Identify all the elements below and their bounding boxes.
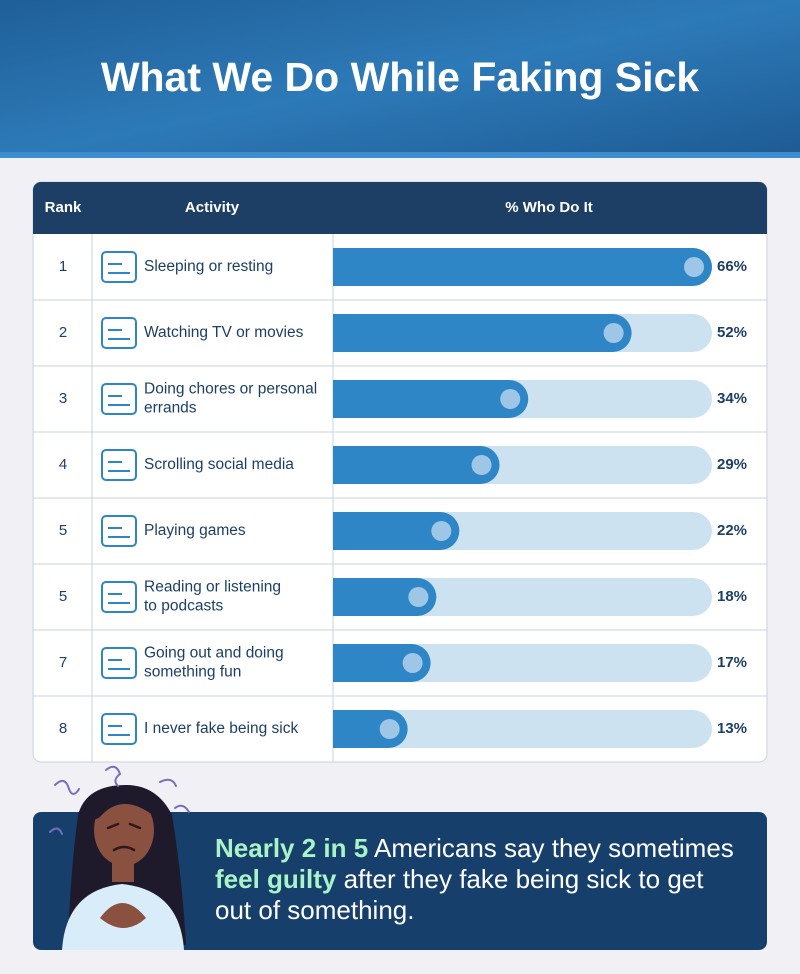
activity: something fun <box>144 664 241 681</box>
activity: Going out and doing <box>144 645 284 662</box>
rank: 2 <box>59 324 67 341</box>
table-header <box>33 182 767 234</box>
bar <box>333 446 500 484</box>
illustration <box>49 765 190 950</box>
title: What We Do While Faking Sick <box>101 54 700 100</box>
bar <box>333 578 437 616</box>
header-activity: Activity <box>185 199 240 216</box>
activity-icon-detail <box>108 725 130 736</box>
rank: 5 <box>59 522 67 539</box>
callout-box <box>33 812 767 950</box>
activity-icon-detail <box>108 593 130 604</box>
activity-icon-detail <box>108 659 130 670</box>
value-label: 66% <box>717 258 747 275</box>
activity: Sleeping or resting <box>144 258 273 275</box>
activity: Watching TV or movies <box>144 324 304 341</box>
activity: to podcasts <box>144 598 224 615</box>
rank: 7 <box>59 654 67 671</box>
activity-icon <box>101 515 137 547</box>
activity: Playing games <box>144 522 246 539</box>
activity-icon <box>101 449 137 481</box>
activity-icon <box>101 251 137 283</box>
activity: Doing chores or personal <box>144 381 317 398</box>
bar-knob <box>408 587 429 607</box>
activity-icon <box>101 647 137 679</box>
activity-icon <box>101 713 137 745</box>
value-label: 34% <box>717 390 747 407</box>
rank: 1 <box>59 258 67 275</box>
activity-icon <box>101 317 137 349</box>
bar-knob <box>603 323 624 343</box>
bar-knob <box>500 389 521 409</box>
header-rank: Rank <box>45 199 82 216</box>
callout-highlight: feel guilty <box>215 864 337 894</box>
activity: Scrolling social media <box>144 456 294 473</box>
activity-icon-detail <box>108 395 130 406</box>
value-label: 13% <box>717 720 747 737</box>
activity: errands <box>144 400 197 417</box>
bar <box>333 512 460 550</box>
value-label: 29% <box>717 456 747 473</box>
activity-icon <box>101 581 137 613</box>
activity-icon <box>101 383 137 415</box>
rank: 5 <box>59 588 67 605</box>
bar-knob <box>431 521 452 541</box>
activity-icon-detail <box>108 527 130 538</box>
header-band <box>0 0 800 158</box>
callout-part: Americans say they sometimes <box>368 833 734 863</box>
value-label: 52% <box>717 324 747 341</box>
bar-knob <box>684 257 704 277</box>
value-label: 18% <box>717 588 747 605</box>
activity: Reading or listening <box>144 579 281 596</box>
callout-part: out of something. <box>215 895 414 925</box>
rank: 4 <box>59 456 67 473</box>
bar <box>333 248 712 286</box>
bar-knob <box>402 653 423 673</box>
activity-icon-detail <box>108 263 130 274</box>
activity: I never fake being sick <box>144 720 298 737</box>
bar-knob <box>471 455 492 475</box>
rows: 1 Sleeping or resting 66% 2 Watching TV or m… <box>33 234 767 762</box>
bar-track <box>333 710 712 748</box>
rank: 8 <box>59 720 67 737</box>
header-edge <box>0 152 800 158</box>
callout-text: Nearly 2 in 5 Americans say they sometim… <box>215 833 734 925</box>
callout-highlight: Nearly 2 in 5 <box>215 833 368 863</box>
bar <box>333 380 529 418</box>
value-label: 22% <box>717 522 747 539</box>
rank: 3 <box>59 390 67 407</box>
bar-knob <box>379 719 400 739</box>
callout-part: after they fake being sick to get <box>336 864 704 894</box>
activity-icon-detail <box>108 461 130 472</box>
bar <box>333 314 632 352</box>
activity-icon-detail <box>108 329 130 340</box>
header-value: % Who Do It <box>505 199 592 216</box>
value-label: 17% <box>717 654 747 671</box>
bar <box>333 644 431 682</box>
